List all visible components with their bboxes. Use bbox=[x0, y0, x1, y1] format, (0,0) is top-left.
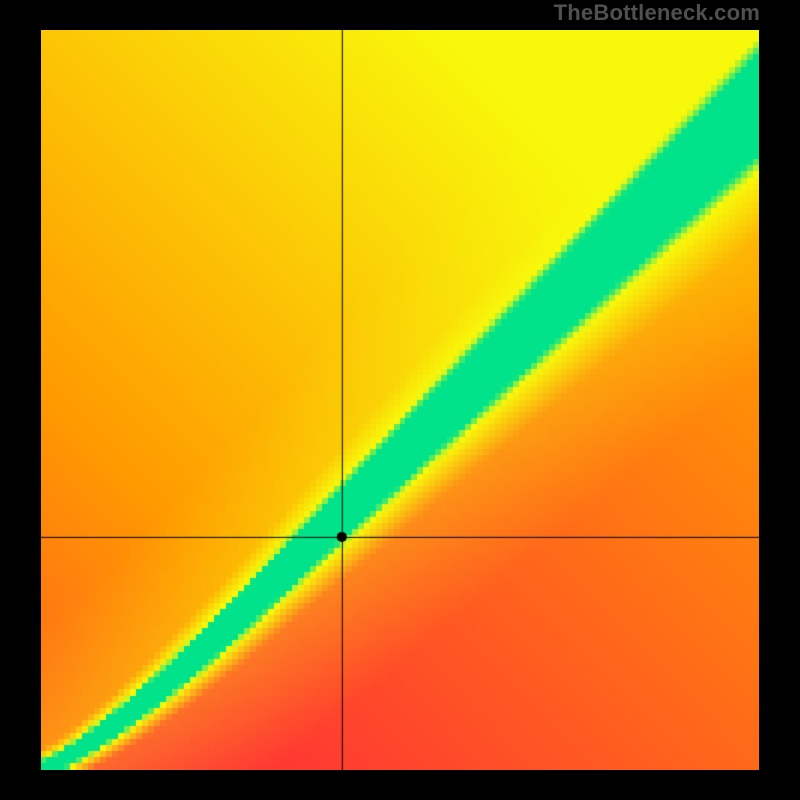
watermark-text: TheBottleneck.com bbox=[554, 0, 760, 26]
chart-container: TheBottleneck.com bbox=[0, 0, 800, 800]
bottleneck-heatmap bbox=[41, 30, 759, 770]
